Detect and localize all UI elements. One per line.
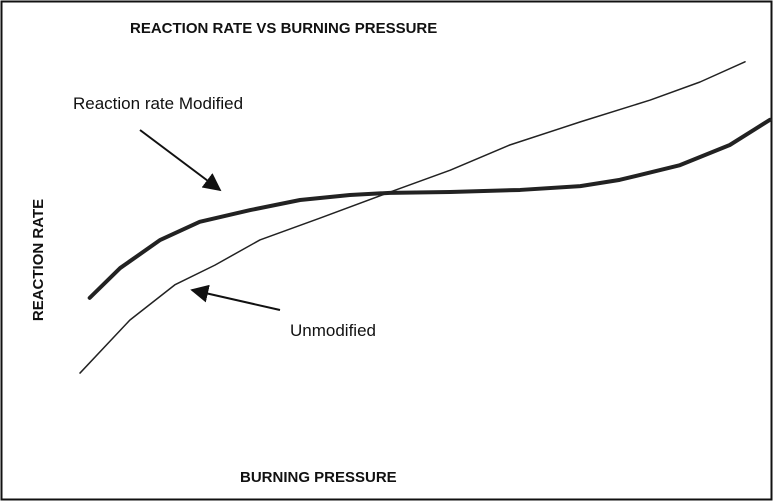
line-series: [87, 117, 772, 300]
x-axis-label: BURNING PRESSURE: [240, 469, 397, 486]
chart-title: REACTION RATE VS BURNING PRESSURE: [130, 20, 437, 37]
arrow: [139, 129, 222, 192]
y-axis-label: REACTION RATE: [30, 199, 47, 321]
arrow: [190, 284, 281, 311]
annotation: Reaction rate Modified: [73, 94, 243, 113]
annotation: Unmodified: [290, 321, 376, 340]
line-series: [79, 61, 746, 374]
